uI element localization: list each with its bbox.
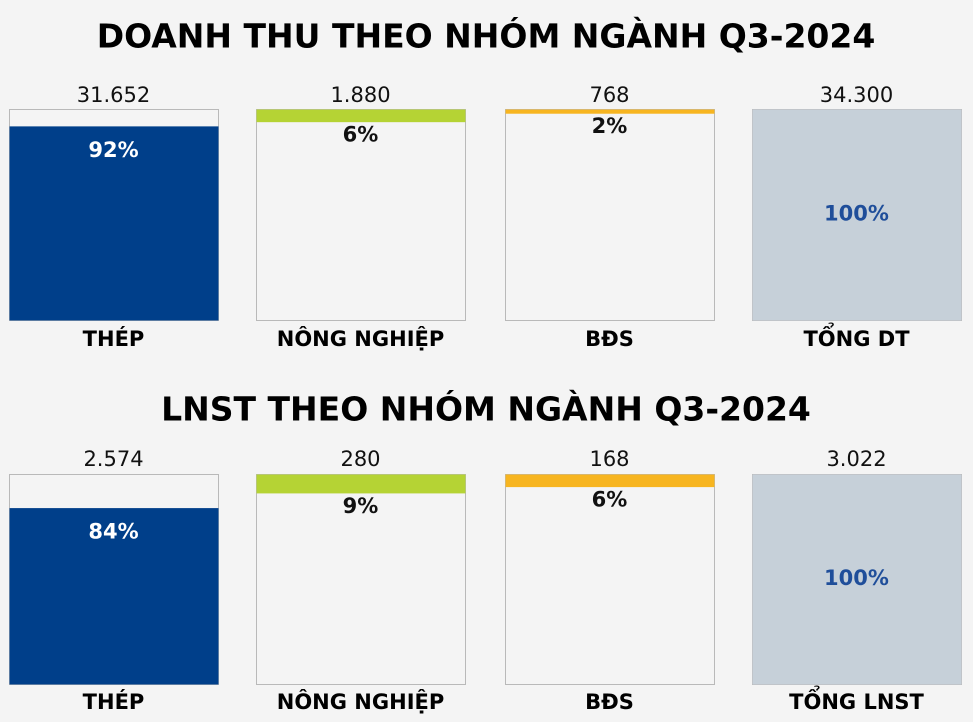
value-label: 3.022 bbox=[826, 447, 886, 471]
box bbox=[505, 474, 715, 685]
category-label: BĐS bbox=[585, 327, 634, 351]
value-label: 768 bbox=[589, 83, 629, 107]
chart-title: DOANH THU THEO NHÓM NGÀNH Q3-2024 bbox=[97, 16, 876, 56]
share-label: 100% bbox=[824, 202, 889, 226]
category-label: TỔNG LNST bbox=[789, 685, 924, 714]
chart-title: LNST THEO NHÓM NGÀNH Q3-2024 bbox=[161, 389, 811, 429]
value-label: 1.880 bbox=[330, 83, 390, 107]
category-label: TỔNG DT bbox=[803, 322, 910, 351]
share-label: 84% bbox=[88, 520, 138, 544]
share-fill bbox=[752, 109, 962, 321]
value-label: 2.574 bbox=[83, 447, 143, 471]
share-label: 6% bbox=[592, 488, 628, 512]
value-label: 168 bbox=[589, 447, 629, 471]
share-fill bbox=[256, 109, 466, 123]
box bbox=[505, 109, 715, 321]
share-label: 6% bbox=[343, 123, 379, 147]
share-fill bbox=[505, 474, 715, 488]
category-label: NÔNG NGHIỆP bbox=[277, 688, 445, 714]
share-fill bbox=[505, 109, 715, 114]
category-label: NÔNG NGHIỆP bbox=[277, 325, 445, 351]
share-fill bbox=[752, 474, 962, 685]
value-label: 280 bbox=[340, 447, 380, 471]
share-fill bbox=[256, 474, 466, 494]
share-label: 100% bbox=[824, 566, 889, 590]
share-label: 92% bbox=[88, 138, 138, 162]
share-label: 2% bbox=[592, 114, 628, 138]
value-label: 34.300 bbox=[820, 83, 893, 107]
share-label: 9% bbox=[343, 494, 379, 518]
box bbox=[256, 474, 466, 685]
category-label: BĐS bbox=[585, 690, 634, 714]
category-label: THÉP bbox=[83, 326, 145, 351]
value-label: 31.652 bbox=[77, 83, 150, 107]
share-fill bbox=[9, 508, 219, 685]
share-fill bbox=[9, 126, 219, 321]
category-label: THÉP bbox=[83, 689, 145, 714]
